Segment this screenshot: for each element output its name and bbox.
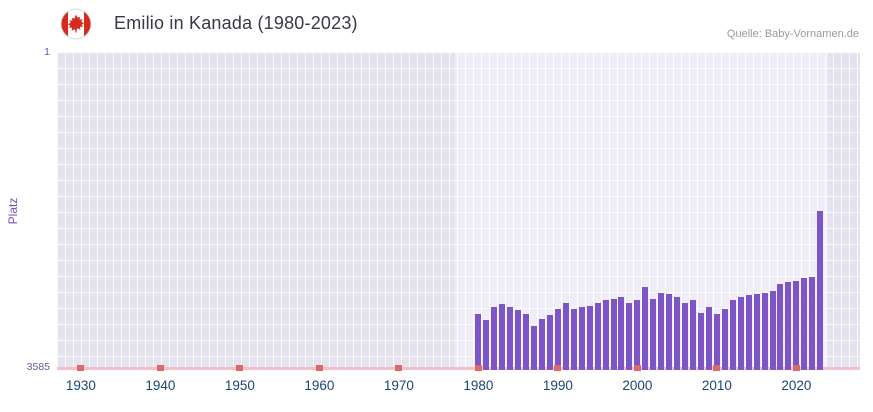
- x-tick-1960: 1960: [304, 378, 335, 393]
- bar-2007[interactable]: [690, 300, 697, 370]
- bar-1989[interactable]: [546, 315, 553, 370]
- bar-1985[interactable]: [515, 310, 522, 370]
- bar-2013[interactable]: [737, 296, 744, 370]
- bar-2003[interactable]: [658, 293, 665, 370]
- bar-2019[interactable]: [785, 281, 792, 370]
- bar-1997[interactable]: [610, 299, 617, 370]
- bar-1994[interactable]: [586, 305, 593, 370]
- bar-2001[interactable]: [642, 287, 649, 370]
- bar-1993[interactable]: [578, 306, 585, 370]
- bar-2005[interactable]: [674, 296, 681, 370]
- bar-2009[interactable]: [705, 306, 712, 370]
- decade-marker-2020: [792, 365, 800, 371]
- decade-marker-1930: [77, 365, 85, 371]
- bar-1990[interactable]: [554, 309, 561, 370]
- bar-1991[interactable]: [562, 303, 569, 370]
- bar-2014[interactable]: [745, 295, 752, 370]
- decade-marker-1950: [236, 365, 244, 371]
- unranked-baseline: [57, 367, 860, 370]
- bar-1981[interactable]: [483, 319, 490, 370]
- bar-1983[interactable]: [499, 303, 506, 370]
- x-tick-2000: 2000: [622, 378, 653, 393]
- decade-marker-1980: [474, 365, 482, 371]
- bar-1980[interactable]: [475, 313, 482, 370]
- canada-flag-icon: [60, 8, 92, 40]
- y-axis-title: Platz: [6, 197, 20, 225]
- bar-2002[interactable]: [650, 299, 657, 370]
- bar-1996[interactable]: [602, 300, 609, 370]
- x-tick-2010: 2010: [701, 378, 732, 393]
- bar-1984[interactable]: [507, 307, 514, 370]
- x-tick-1990: 1990: [542, 378, 573, 393]
- bar-2022[interactable]: [809, 277, 816, 370]
- x-tick-1950: 1950: [224, 378, 255, 393]
- chart-title: Emilio in Kanada (1980-2023): [114, 13, 358, 33]
- x-tick-2020: 2020: [781, 378, 812, 393]
- bar-1992[interactable]: [570, 309, 577, 370]
- decade-marker-1970: [395, 365, 403, 371]
- bar-2020[interactable]: [793, 280, 800, 370]
- y-axis-min-label: 3585: [26, 361, 50, 373]
- bar-2023[interactable]: [817, 210, 824, 370]
- bar-2016[interactable]: [761, 293, 768, 370]
- x-tick-1930: 1930: [65, 378, 96, 393]
- x-tick-1940: 1940: [145, 378, 176, 393]
- bar-1995[interactable]: [594, 303, 601, 370]
- bar-2011[interactable]: [721, 309, 728, 370]
- decade-marker-2000: [633, 365, 641, 371]
- bar-2012[interactable]: [729, 300, 736, 370]
- bar-2008[interactable]: [697, 312, 704, 370]
- decade-marker-2010: [713, 365, 721, 371]
- source-credit: Quelle: Baby-Vornamen.de: [726, 28, 859, 40]
- bar-1986[interactable]: [523, 313, 530, 370]
- y-axis-max-label: 1: [44, 46, 50, 58]
- bar-2010[interactable]: [713, 313, 720, 370]
- bar-2021[interactable]: [801, 278, 808, 370]
- bar-1987[interactable]: [531, 326, 538, 370]
- decade-marker-1960: [315, 365, 323, 371]
- bar-1982[interactable]: [491, 307, 498, 370]
- bar-1988[interactable]: [538, 318, 545, 370]
- x-axis: 1930 1940 1950 1960 1970 1980 1990 2000 2010 2020: [57, 378, 860, 398]
- decade-marker-1940: [156, 365, 164, 371]
- bar-2017[interactable]: [769, 290, 776, 370]
- bar-2018[interactable]: [777, 284, 784, 370]
- x-tick-1970: 1970: [383, 378, 414, 393]
- bar-2006[interactable]: [682, 303, 689, 370]
- plot-area: [57, 52, 860, 371]
- bar-2004[interactable]: [666, 294, 673, 370]
- bar-1999[interactable]: [626, 303, 633, 370]
- decade-marker-1990: [554, 365, 562, 371]
- x-tick-1980: 1980: [463, 378, 494, 393]
- bar-1998[interactable]: [618, 296, 625, 370]
- bar-2000[interactable]: [634, 300, 641, 370]
- bar-2015[interactable]: [753, 294, 760, 370]
